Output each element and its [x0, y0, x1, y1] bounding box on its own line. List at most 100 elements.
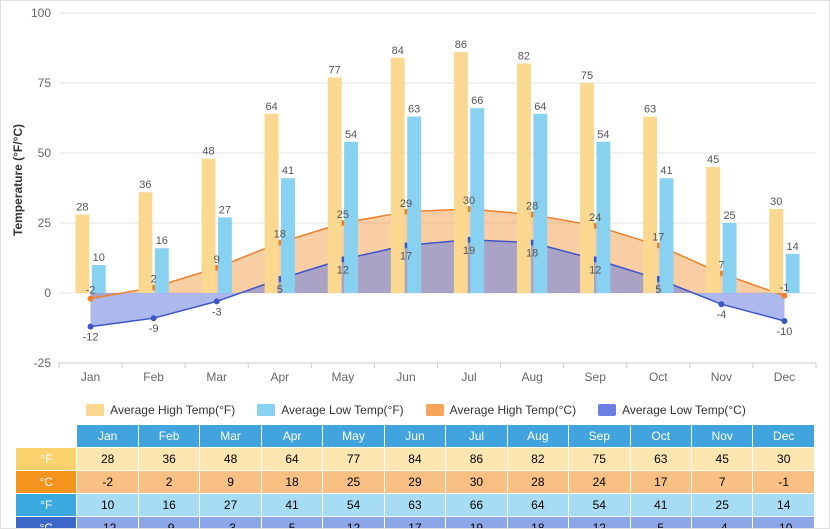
table-cell: 12: [323, 517, 384, 529]
table-cell: -4: [691, 517, 752, 529]
y-tick-label: 0: [44, 286, 51, 300]
table-cell: 63: [384, 494, 445, 517]
chart-area: -250255075100281036164827644177548463866…: [1, 1, 830, 396]
x-tick-label: Feb: [143, 370, 164, 384]
legend-item: Average Low Temp(°C): [598, 403, 746, 417]
legend-label: Average High Temp(°F): [110, 403, 235, 417]
table-row: °C-12-9-3512171918125-4-10: [16, 517, 815, 529]
bar-high-f-label: 63: [644, 104, 656, 116]
table-cell: 5: [630, 517, 691, 529]
bar-low-f-label: 54: [345, 129, 357, 141]
table-cell: 54: [323, 494, 384, 517]
marker-low-c: [151, 315, 157, 321]
area-low-c-label: 12: [589, 264, 601, 276]
legend-swatch: [426, 404, 444, 416]
table-col-header: May: [323, 425, 384, 448]
table-cell: -3: [200, 517, 261, 529]
legend-swatch: [598, 404, 616, 416]
table-cell: 86: [446, 448, 507, 471]
table-cell: 16: [138, 494, 199, 517]
legend-item: Average Low Temp(°F): [257, 403, 403, 417]
table-cell: 17: [630, 471, 691, 494]
bar-high-f: [265, 114, 279, 293]
area-low-c-label: -9: [149, 323, 159, 335]
x-tick-label: Mar: [206, 370, 227, 384]
area-high-c-label: 25: [337, 209, 349, 221]
table-cell: 10: [77, 494, 138, 517]
y-tick-label: 25: [38, 216, 52, 230]
area-low-c-label: -12: [83, 332, 99, 344]
area-high-c-label: 17: [652, 231, 664, 243]
legend-item: Average High Temp(°F): [86, 403, 235, 417]
table-cell: 63: [630, 448, 691, 471]
area-low-c-label: -4: [716, 309, 726, 321]
table-cell: 84: [384, 448, 445, 471]
bar-high-f: [769, 209, 783, 293]
table-row-label: °F: [16, 494, 77, 517]
table-cell: 82: [507, 448, 568, 471]
table-cell: 41: [261, 494, 322, 517]
x-tick-label: Jun: [396, 370, 415, 384]
area-high-c-label: 24: [589, 212, 601, 224]
table-row: °C-229182529302824177-1: [16, 471, 815, 494]
area-high-c-label: 29: [400, 198, 412, 210]
bar-low-f-label: 10: [93, 252, 105, 264]
table-cell: 27: [200, 494, 261, 517]
table-cell: 28: [507, 471, 568, 494]
legend-label: Average High Temp(°C): [450, 403, 576, 417]
area-low-c-label: 5: [277, 284, 283, 296]
table-row: °F101627415463666454412514: [16, 494, 815, 517]
legend-label: Average Low Temp(°C): [622, 403, 746, 417]
bar-high-f-label: 86: [455, 39, 467, 51]
table-cell: 41: [630, 494, 691, 517]
table-cell: 36: [138, 448, 199, 471]
table-cell: 75: [569, 448, 630, 471]
table-cell: -10: [753, 517, 815, 529]
y-tick-label: 50: [38, 146, 52, 160]
table-cell: 77: [323, 448, 384, 471]
bar-high-f-label: 84: [392, 45, 404, 57]
y-tick-label: 75: [38, 76, 52, 90]
bar-high-f: [580, 83, 594, 293]
area-high-c-label: 9: [214, 254, 220, 266]
area-low-c-label: 12: [337, 264, 349, 276]
bar-high-f-label: 28: [76, 202, 88, 214]
table-cell: 12: [569, 517, 630, 529]
x-tick-label: Jul: [461, 370, 476, 384]
marker-low-c: [88, 324, 94, 330]
bar-high-f: [643, 117, 657, 293]
x-tick-label: Oct: [649, 370, 668, 384]
bar-low-f-label: 14: [787, 241, 799, 253]
table-cell: 29: [384, 471, 445, 494]
bar-low-f: [155, 248, 169, 293]
marker-low-c: [718, 301, 724, 307]
table-cell: 25: [691, 494, 752, 517]
legend-swatch: [86, 404, 104, 416]
table-col-header: Jan: [77, 425, 138, 448]
bar-high-f-label: 30: [770, 196, 782, 208]
table-cell: 9: [200, 471, 261, 494]
y-tick-label: -25: [34, 356, 52, 370]
bar-low-f-label: 16: [156, 235, 168, 247]
bar-low-f-label: 41: [660, 165, 672, 177]
table-cell: 66: [446, 494, 507, 517]
area-low-c-label: 19: [463, 245, 475, 257]
bar-high-f-label: 75: [581, 70, 593, 82]
table-cell: 24: [569, 471, 630, 494]
table-cell: 2: [138, 471, 199, 494]
area-high-c-label: 2: [151, 273, 157, 285]
area-high-c-label: 18: [274, 229, 286, 241]
x-tick-label: Jan: [81, 370, 100, 384]
area-low-c-label: -10: [777, 326, 793, 338]
table-row-label: °C: [16, 517, 77, 529]
bar-low-f: [723, 223, 737, 293]
table-col-header: Oct: [630, 425, 691, 448]
table-col-header: Sep: [569, 425, 630, 448]
table-cell: 18: [261, 471, 322, 494]
area-high-c-label: 28: [526, 201, 538, 213]
table-cell: 64: [261, 448, 322, 471]
bar-low-f-label: 27: [219, 204, 231, 216]
area-low-c-label: 17: [400, 250, 412, 262]
marker-low-c: [781, 318, 787, 324]
bar-high-f: [202, 159, 216, 293]
